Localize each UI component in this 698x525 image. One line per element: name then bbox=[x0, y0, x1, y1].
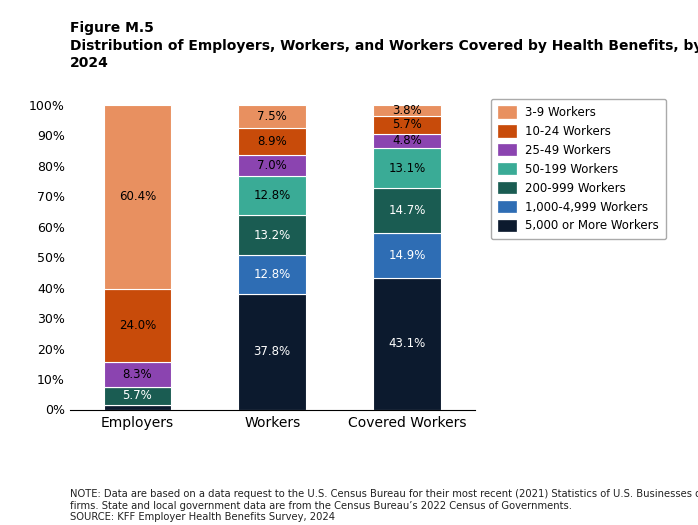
Text: 13.1%: 13.1% bbox=[389, 162, 426, 175]
Text: Figure M.5: Figure M.5 bbox=[70, 21, 154, 35]
Bar bbox=[239, 256, 306, 295]
Text: 24.0%: 24.0% bbox=[119, 319, 156, 332]
Text: NOTE: Data are based on a data request to the U.S. Census Bureau for their most : NOTE: Data are based on a data request t… bbox=[70, 489, 698, 522]
Text: 7.0%: 7.0% bbox=[258, 159, 287, 172]
Bar bbox=[239, 128, 306, 155]
Bar bbox=[103, 289, 171, 362]
Bar bbox=[103, 362, 171, 387]
Bar bbox=[103, 387, 171, 405]
Bar bbox=[373, 116, 441, 134]
Text: 4.8%: 4.8% bbox=[392, 134, 422, 148]
Bar bbox=[239, 105, 306, 128]
Bar bbox=[239, 295, 306, 410]
Bar bbox=[239, 215, 306, 256]
Text: 14.7%: 14.7% bbox=[389, 204, 426, 217]
Bar bbox=[373, 233, 441, 278]
Text: 5.7%: 5.7% bbox=[122, 390, 152, 403]
Text: 14.9%: 14.9% bbox=[389, 249, 426, 262]
Legend: 3-9 Workers, 10-24 Workers, 25-49 Workers, 50-199 Workers, 200-999 Workers, 1,00: 3-9 Workers, 10-24 Workers, 25-49 Worker… bbox=[491, 99, 666, 239]
Text: 43.1%: 43.1% bbox=[389, 338, 426, 350]
Text: 12.8%: 12.8% bbox=[253, 268, 291, 281]
Text: 3.8%: 3.8% bbox=[392, 104, 422, 117]
Text: 7.5%: 7.5% bbox=[258, 110, 287, 123]
Bar bbox=[239, 155, 306, 176]
Bar bbox=[373, 104, 441, 116]
Bar bbox=[103, 405, 171, 410]
Text: 13.2%: 13.2% bbox=[253, 229, 291, 242]
Bar bbox=[373, 134, 441, 148]
Bar bbox=[239, 176, 306, 215]
Bar bbox=[373, 278, 441, 410]
Bar bbox=[373, 188, 441, 233]
Text: 60.4%: 60.4% bbox=[119, 191, 156, 204]
Text: 2024: 2024 bbox=[70, 56, 109, 70]
Text: Distribution of Employers, Workers, and Workers Covered by Health Benefits, by F: Distribution of Employers, Workers, and … bbox=[70, 39, 698, 54]
Text: 12.8%: 12.8% bbox=[253, 189, 291, 202]
Text: 5.7%: 5.7% bbox=[392, 119, 422, 131]
Text: 37.8%: 37.8% bbox=[253, 345, 291, 359]
Bar bbox=[103, 105, 171, 289]
Bar bbox=[373, 148, 441, 188]
Text: 8.9%: 8.9% bbox=[258, 135, 287, 148]
Text: 8.3%: 8.3% bbox=[122, 368, 152, 381]
